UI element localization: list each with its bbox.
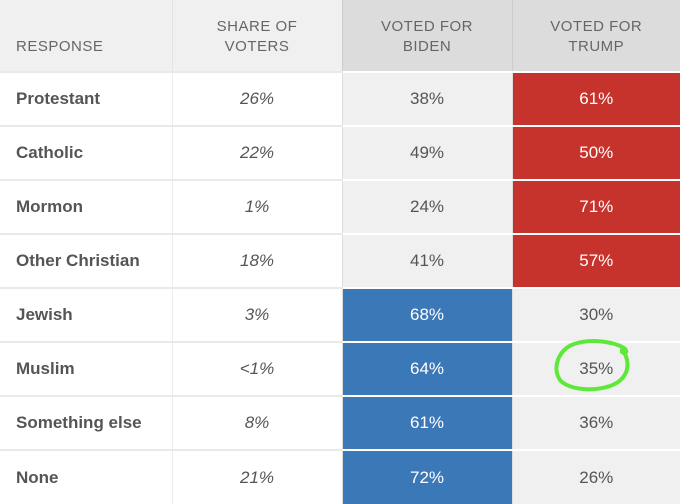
response-cell: Protestant: [0, 71, 172, 126]
trump-cell: 30%: [511, 287, 680, 342]
response-cell: Something else: [0, 395, 172, 450]
header-biden: VOTED FOR BIDEN: [341, 0, 512, 72]
biden-cell: 61%: [341, 395, 512, 450]
biden-cell: 41%: [341, 233, 512, 288]
table-row: Protestant 26% 38% 61%: [0, 71, 680, 126]
biden-cell: 49%: [341, 125, 512, 180]
header-trump-line2: TRUMP: [568, 38, 625, 55]
trump-cell: 57%: [511, 233, 680, 288]
share-cell: 22%: [171, 125, 342, 180]
share-cell: <1%: [171, 341, 342, 396]
header-biden-line1: VOTED FOR: [380, 18, 473, 35]
table-row: Other Christian 18% 41% 57%: [0, 233, 680, 288]
table-row: Mormon 1% 24% 71%: [0, 179, 680, 234]
table-row: Something else 8% 61% 36%: [0, 395, 680, 450]
table-row: Jewish 3% 68% 30%: [0, 287, 680, 342]
header-share-line1: SHARE OF: [216, 18, 298, 35]
table-row: Muslim <1% 64% 35%: [0, 341, 680, 396]
response-cell: Catholic: [0, 125, 172, 180]
share-cell: 18%: [171, 233, 342, 288]
table-row: Catholic 22% 49% 50%: [0, 125, 680, 180]
header-share-line2: VOTERS: [224, 38, 290, 55]
header-response: RESPONSE: [0, 0, 172, 72]
header-trump: VOTED FOR TRUMP: [511, 0, 680, 72]
trump-cell: 35%: [511, 341, 680, 396]
table-row: None 21% 72% 26%: [0, 449, 680, 504]
trump-cell: 36%: [511, 395, 680, 450]
header-trump-line1: VOTED FOR: [550, 18, 643, 35]
biden-cell: 68%: [341, 287, 512, 342]
share-cell: 1%: [171, 179, 342, 234]
biden-cell: 38%: [341, 71, 512, 126]
biden-cell: 24%: [341, 179, 512, 234]
biden-cell: 72%: [341, 449, 512, 504]
share-cell: 3%: [171, 287, 342, 342]
trump-cell: 26%: [511, 449, 680, 504]
response-cell: Jewish: [0, 287, 172, 342]
response-cell: None: [0, 449, 172, 504]
share-cell: 21%: [171, 449, 342, 504]
trump-cell: 61%: [511, 71, 680, 126]
header-row: RESPONSE SHARE OF VOTERS VOTED FOR BIDEN V…: [0, 0, 680, 72]
response-cell: Mormon: [0, 179, 172, 234]
biden-cell: 64%: [341, 341, 512, 396]
share-cell: 26%: [171, 71, 342, 126]
response-cell: Muslim: [0, 341, 172, 396]
trump-cell: 50%: [511, 125, 680, 180]
header-biden-line2: BIDEN: [402, 38, 452, 55]
response-cell: Other Christian: [0, 233, 172, 288]
trump-cell: 71%: [511, 179, 680, 234]
share-cell: 8%: [171, 395, 342, 450]
header-share: SHARE OF VOTERS: [171, 0, 342, 72]
